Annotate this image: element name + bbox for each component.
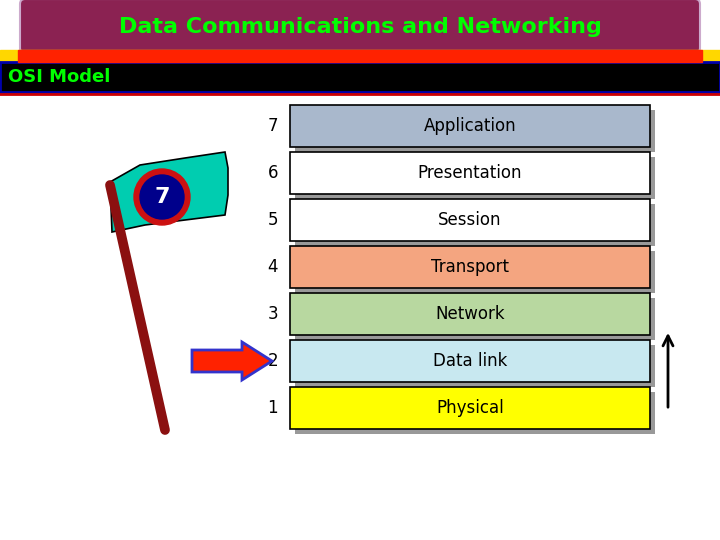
Text: 6: 6	[268, 164, 278, 182]
Bar	[290, 199, 650, 241]
Bar	[18, 50, 702, 62]
Text: OSI Model: OSI Model	[8, 68, 110, 86]
Polygon shape	[192, 342, 272, 380]
Circle shape	[140, 175, 184, 219]
FancyBboxPatch shape	[20, 0, 700, 53]
Text: 5: 5	[268, 211, 278, 229]
Polygon shape	[110, 152, 228, 232]
Bar	[290, 105, 650, 147]
Text: 7: 7	[268, 117, 278, 135]
Bar	[290, 340, 650, 382]
Text: Presentation: Presentation	[418, 164, 522, 182]
Text: 1: 1	[267, 399, 278, 417]
Text: 4: 4	[268, 258, 278, 276]
Bar	[295, 392, 655, 434]
Circle shape	[134, 169, 190, 225]
Bar	[295, 110, 655, 152]
Text: Physical: Physical	[436, 399, 504, 417]
Bar	[295, 345, 655, 387]
Bar	[290, 293, 650, 335]
Bar	[295, 298, 655, 340]
Bar	[295, 251, 655, 293]
Text: Data Communications and Networking: Data Communications and Networking	[119, 17, 601, 37]
Bar	[290, 152, 650, 194]
Text: Network: Network	[435, 305, 505, 323]
Bar	[0, 50, 720, 62]
Bar	[290, 246, 650, 288]
Text: 2: 2	[267, 352, 278, 370]
Bar	[295, 204, 655, 246]
Text: Data link: Data link	[433, 352, 507, 370]
Text: 3: 3	[267, 305, 278, 323]
Text: Application: Application	[423, 117, 516, 135]
Bar	[290, 387, 650, 429]
Bar	[295, 157, 655, 199]
Text: Session: Session	[438, 211, 502, 229]
Text: 7: 7	[154, 187, 170, 207]
Text: Transport: Transport	[431, 258, 509, 276]
Bar	[0, 62, 720, 92]
